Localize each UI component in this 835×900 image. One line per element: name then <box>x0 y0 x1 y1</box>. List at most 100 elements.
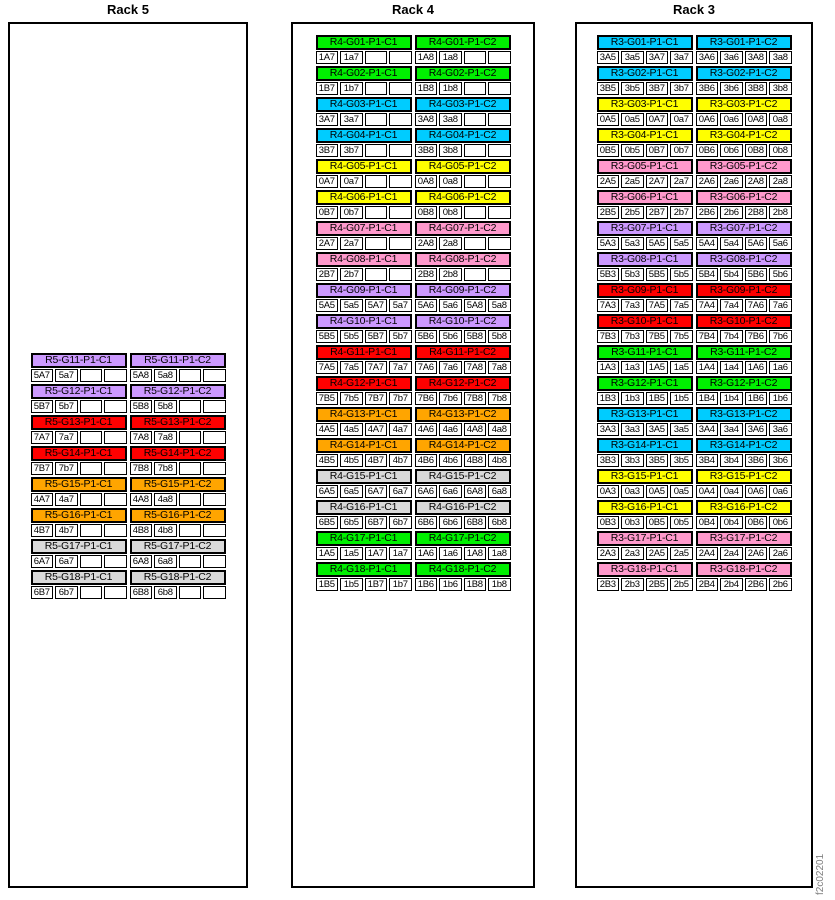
port-cell: 1B6 <box>414 578 437 591</box>
port-cell: 5B8 <box>463 330 486 343</box>
connector-block-c2: R3-G03-P1-C2 0A6 0a6 0A8 0a8 <box>695 97 792 126</box>
port-cell: 1A7 <box>364 547 387 560</box>
port-cell: 1a5 <box>670 361 693 374</box>
port-cell: 1B4 <box>695 392 718 405</box>
empty-port-cell <box>203 369 226 382</box>
connector-block-c2: R3-G13-P1-C2 3A4 3a4 3A6 3a6 <box>695 407 792 436</box>
connector-block-c1: R5-G11-P1-C1 5A7 5a7 <box>30 353 127 382</box>
port-cell: 5b8 <box>488 330 511 343</box>
port-cell: 4a7 <box>55 493 78 506</box>
empty-port-cell <box>178 369 201 382</box>
connector-block-c1: R3-G03-P1-C1 0A5 0a5 0A7 0a7 <box>596 97 693 126</box>
port-group: R4-G14-P1-C1 4B5 4b5 4B7 4b7 R4-G14-P1-C2 4B6 4… <box>315 438 511 467</box>
connector-header-label: R5-G18-P1-C2 <box>129 570 226 585</box>
port-cell: 1b7 <box>389 578 412 591</box>
port-cell: 1b6 <box>769 392 792 405</box>
port-cell: 6A7 <box>30 555 53 568</box>
port-cell: 7a8 <box>488 361 511 374</box>
connector-block-c1: R5-G13-P1-C1 7A7 7a7 <box>30 415 127 444</box>
port-group: R3-G10-P1-C1 7B3 7b3 7B5 7b5 R3-G10-P1-C2 7B4 7… <box>596 314 792 343</box>
port-cell: 3a4 <box>720 423 743 436</box>
port-cell: 7a7 <box>55 431 78 444</box>
port-cell: 2A6 <box>744 547 767 560</box>
port-cell: 0A7 <box>645 113 668 126</box>
port-group: R4-G07-P1-C1 2A7 2a7 R4-G07-P1-C2 2A8 2a8 <box>315 221 511 250</box>
port-cells-row: 5B6 5b6 5B8 5b8 <box>414 330 511 343</box>
port-cell: 0b4 <box>720 516 743 529</box>
port-cell: 0B8 <box>414 206 437 219</box>
port-cell: 0B5 <box>596 144 619 157</box>
port-cell: 6a7 <box>389 485 412 498</box>
port-cell: 1A5 <box>315 547 338 560</box>
port-cell: 3a5 <box>670 423 693 436</box>
port-cell: 0a5 <box>621 113 644 126</box>
empty-port-cell <box>364 206 387 219</box>
port-cell: 2b5 <box>670 578 693 591</box>
port-cell: 6b6 <box>439 516 462 529</box>
port-group: R3-G16-P1-C1 0B3 0b3 0B5 0b5 R3-G16-P1-C2 0B4 0… <box>596 500 792 529</box>
rack-3-outline: R3-G01-P1-C1 3A5 3a5 3A7 3a7 R3-G01-P1-C2 3A6 3… <box>575 22 813 888</box>
connector-block-c2: R4-G18-P1-C2 1B6 1b6 1B8 1b8 <box>414 562 511 591</box>
port-cell: 7b3 <box>621 330 644 343</box>
port-cell: 5B5 <box>645 268 668 281</box>
port-cell: 0a8 <box>439 175 462 188</box>
port-cells-row: 0B7 0b7 <box>315 206 412 219</box>
connector-block-c2: R4-G14-P1-C2 4B6 4b6 4B8 4b8 <box>414 438 511 467</box>
port-cell: 1B6 <box>744 392 767 405</box>
rack-4-outline: R4-G01-P1-C1 1A7 1a7 R4-G01-P1-C2 1A8 1a8 R4-G… <box>291 22 535 888</box>
port-cell: 2b7 <box>670 206 693 219</box>
port-cell: 7b5 <box>340 392 363 405</box>
port-group: R3-G12-P1-C1 1B3 1b3 1B5 1b5 R3-G12-P1-C2 1B4 1… <box>596 376 792 405</box>
port-cell: 2B8 <box>414 268 437 281</box>
connector-header-label: R5-G14-P1-C1 <box>30 446 127 461</box>
port-cell: 4A6 <box>414 423 437 436</box>
empty-port-cell <box>364 51 387 64</box>
empty-port-cell <box>104 586 127 599</box>
port-cell: 5b6 <box>439 330 462 343</box>
connector-block-c1: R3-G14-P1-C1 3B3 3b3 3B5 3b5 <box>596 438 693 467</box>
port-group: R4-G02-P1-C1 1B7 1b7 R4-G02-P1-C2 1B8 1b8 <box>315 66 511 95</box>
connector-block-c1: R4-G08-P1-C1 2B7 2b7 <box>315 252 412 281</box>
connector-header-label: R4-G03-P1-C1 <box>315 97 412 112</box>
connector-header-label: R3-G03-P1-C1 <box>596 97 693 112</box>
port-cell: 5B7 <box>30 400 53 413</box>
port-cell: 3A7 <box>315 113 338 126</box>
connector-header-label: R5-G11-P1-C2 <box>129 353 226 368</box>
connector-block-c1: R3-G18-P1-C1 2B3 2b3 2B5 2b5 <box>596 562 693 591</box>
port-cells-row: 7B7 7b7 <box>30 462 127 475</box>
port-cell: 4A8 <box>463 423 486 436</box>
connector-block-c1: R4-G13-P1-C1 4A5 4a5 4A7 4a7 <box>315 407 412 436</box>
port-cells-row: 0A8 0a8 <box>414 175 511 188</box>
connector-block-c2: R5-G12-P1-C2 5B8 5b8 <box>129 384 226 413</box>
connector-header-label: R3-G13-P1-C2 <box>695 407 792 422</box>
empty-port-cell <box>389 268 412 281</box>
port-group: R4-G05-P1-C1 0A7 0a7 R4-G05-P1-C2 0A8 0a8 <box>315 159 511 188</box>
port-cell: 6A8 <box>463 485 486 498</box>
port-cell: 7b8 <box>154 462 177 475</box>
rack-5: Rack 5 R5-G11-P1-C1 5A7 5a7 R5-G11-P1-C2 5A8… <box>8 0 248 888</box>
port-cells-row: 1A4 1a4 1A6 1a6 <box>695 361 792 374</box>
port-cell: 7B6 <box>414 392 437 405</box>
port-cell: 7b5 <box>670 330 693 343</box>
port-cell: 6b7 <box>389 516 412 529</box>
port-cell: 3b5 <box>621 82 644 95</box>
port-cell: 3a7 <box>340 113 363 126</box>
empty-port-cell <box>488 113 511 126</box>
port-cell: 1b3 <box>621 392 644 405</box>
port-cell: 5A7 <box>30 369 53 382</box>
connector-header-label: R3-G02-P1-C2 <box>695 66 792 81</box>
empty-port-cell <box>389 51 412 64</box>
port-cell: 2a5 <box>621 175 644 188</box>
empty-port-cell <box>463 82 486 95</box>
port-group: R4-G12-P1-C1 7B5 7b5 7B7 7b7 R4-G12-P1-C2 7B6 7… <box>315 376 511 405</box>
port-cells-row: 0B6 0b6 0B8 0b8 <box>695 144 792 157</box>
port-cells-row: 4A7 4a7 <box>30 493 127 506</box>
port-group: R5-G12-P1-C1 5B7 5b7 R5-G12-P1-C2 5B8 5b8 <box>30 384 226 413</box>
connector-block-c2: R3-G08-P1-C2 5B4 5b4 5B6 5b6 <box>695 252 792 281</box>
port-cell: 2a6 <box>769 547 792 560</box>
port-group: R4-G18-P1-C1 1B5 1b5 1B7 1b7 R4-G18-P1-C2 1B6 1… <box>315 562 511 591</box>
port-cell: 6B7 <box>30 586 53 599</box>
port-cells-row: 7B5 7b5 7B7 7b7 <box>315 392 412 405</box>
port-cell: 6b8 <box>154 586 177 599</box>
port-cell: 2B7 <box>645 206 668 219</box>
